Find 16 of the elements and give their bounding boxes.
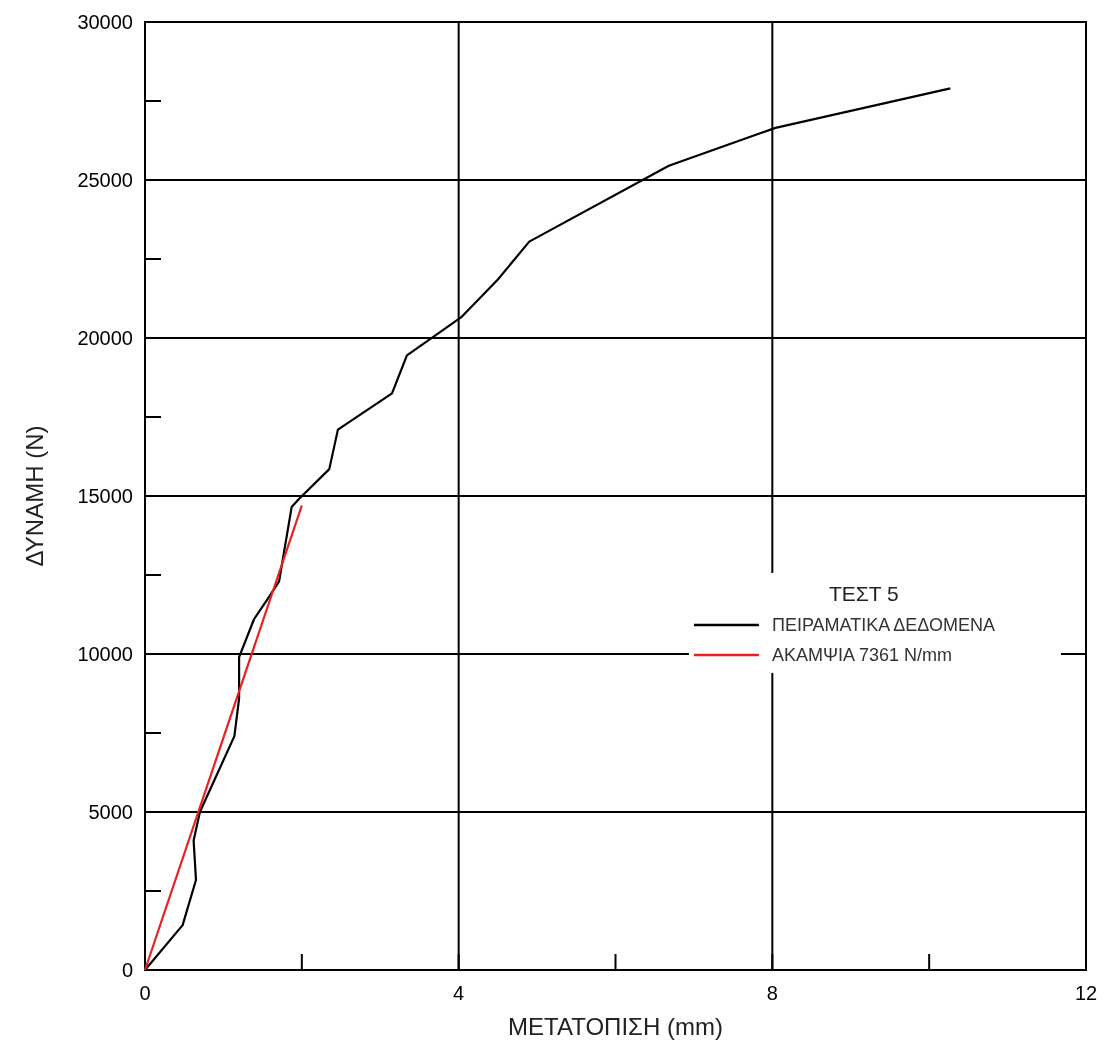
y-tick-label: 25000 [77,169,133,191]
x-axis-title: ΜΕΤΑΤΟΠΙΣΗ (mm) [508,1013,723,1040]
legend-label: ΠΕΙΡΑΜΑΤΙΚΑ ΔΕΔΟΜΕΝΑ [771,614,995,635]
y-tick-label: 5000 [88,801,133,823]
x-tick-label: 12 [1074,982,1098,1004]
y-tick-label: 30000 [77,11,133,33]
y-tick-label: 0 [121,959,133,981]
y-tick-label: 10000 [77,643,133,665]
y-tick-label: 20000 [77,327,133,349]
legend-title: ΤΕΣΤ 5 [829,581,899,605]
x-tick-label: 4 [453,982,465,1004]
y-axis-title: ΔΥΝΑΜΗ (N) [21,425,48,567]
legend-label: ΑΚΑΜΨΙΑ 7361 N/mm [771,644,953,665]
y-tick-label: 15000 [77,485,133,507]
x-tick-label: 8 [766,982,778,1004]
x-tick-label: 0 [139,982,151,1004]
